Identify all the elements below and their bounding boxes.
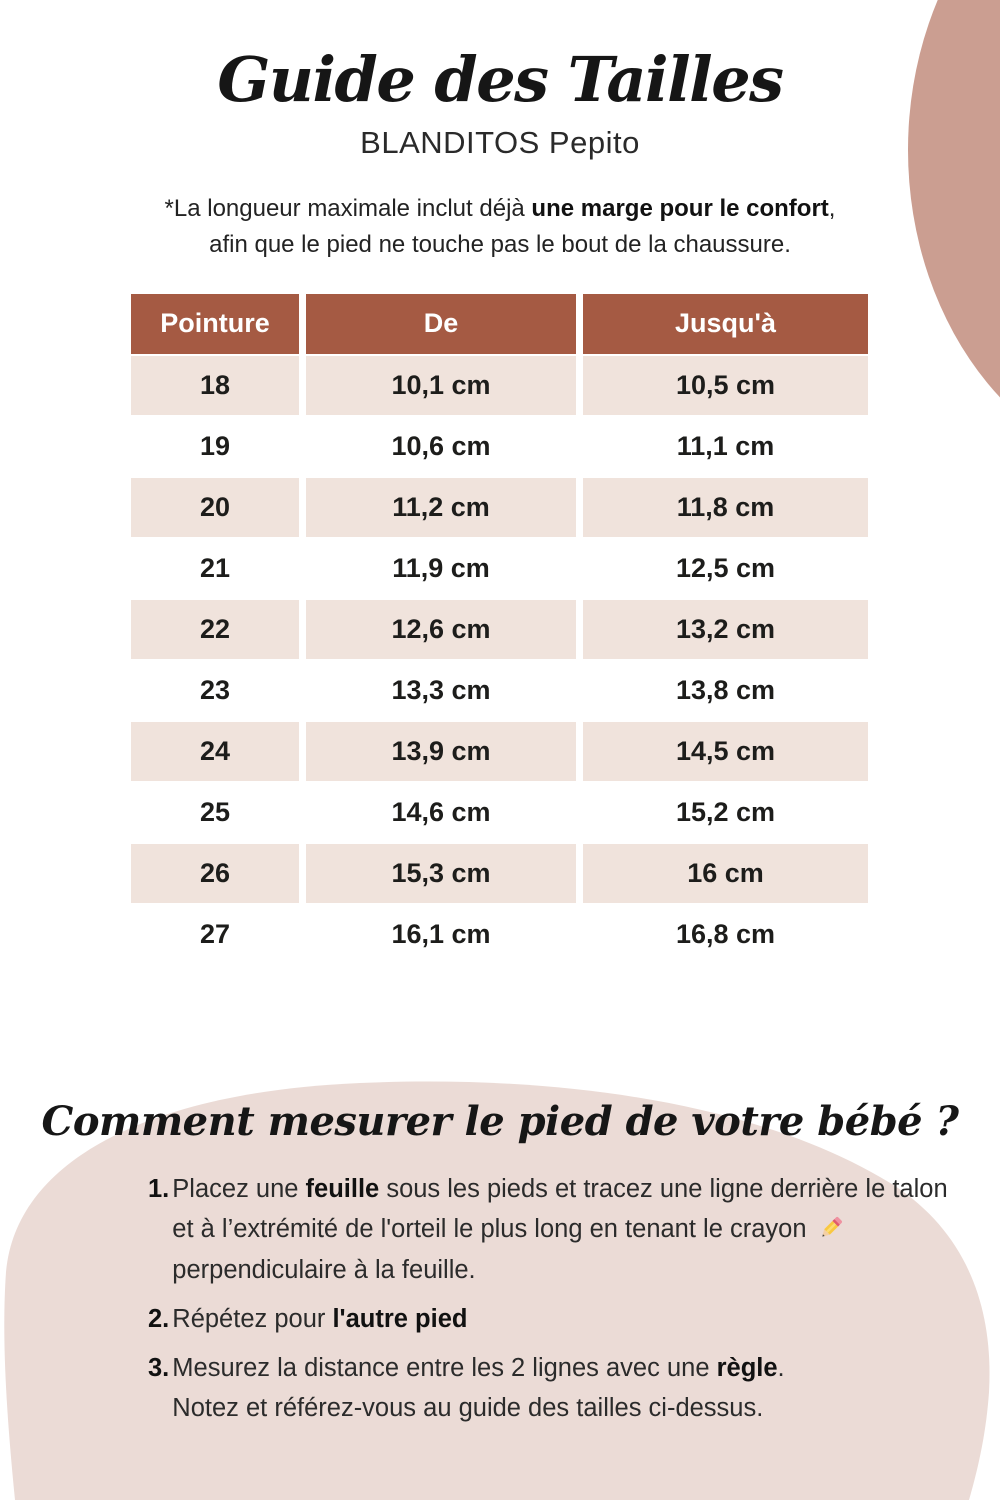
top-right-blob	[908, 0, 1000, 398]
step-bold: règle	[716, 1354, 778, 1383]
cell-de: 13,9 cm	[306, 721, 576, 781]
cell-de: 12,6 cm	[306, 599, 576, 659]
cell-jusqua: 16 cm	[583, 843, 868, 903]
cell-pointure: 22	[131, 599, 299, 659]
howto-title: Comment mesurer le pied de votre bébé ?	[41, 1098, 959, 1145]
cell-jusqua: 13,2 cm	[583, 599, 868, 659]
cell-pointure: 19	[131, 416, 299, 476]
column-header-de: De	[306, 293, 576, 354]
step-number: 2.	[148, 1304, 170, 1333]
cell-jusqua: 13,8 cm	[583, 660, 868, 720]
step-segment: sous les pieds et tracez une ligne derri…	[172, 1175, 948, 1244]
note-bold-text: une marge pour le confort	[531, 194, 829, 222]
page-subtitle: BLANDITOS Pepito	[360, 124, 640, 160]
step-text: Placez une feuille sous les pieds et tra…	[172, 1169, 960, 1290]
cell-de: 14,6 cm	[306, 782, 576, 842]
cell-jusqua: 12,5 cm	[583, 538, 868, 598]
pencil-icon	[814, 1209, 848, 1249]
cell-jusqua: 10,5 cm	[583, 355, 868, 415]
step-bold: l'autre pied	[332, 1304, 468, 1333]
cell-de: 11,2 cm	[306, 477, 576, 537]
step-text: Répétez pour l'autre pied	[172, 1299, 467, 1339]
comfort-note-line1: *La longueur maximale inclut déjà une ma…	[90, 191, 910, 227]
cell-de: 13,3 cm	[306, 660, 576, 720]
cell-pointure: 27	[131, 904, 299, 964]
cell-pointure: 25	[131, 782, 299, 842]
size-table: Pointure De Jusqu'à 18 10,1 cm 10,5 cm 1…	[131, 293, 868, 964]
cell-pointure: 26	[131, 843, 299, 903]
step-number: 1.	[148, 1175, 170, 1203]
cell-pointure: 21	[131, 538, 299, 598]
step-bold: feuille	[305, 1175, 380, 1203]
cell-pointure: 18	[131, 355, 299, 415]
step-1: 1. Placez une feuille sous les pieds et …	[148, 1169, 960, 1290]
cell-jusqua: 14,5 cm	[583, 721, 868, 781]
step-segment: Mesurez la distance entre les 2 lignes a…	[172, 1354, 717, 1383]
cell-de: 10,6 cm	[306, 416, 576, 476]
step-number: 3.	[148, 1354, 170, 1383]
cell-de: 11,9 cm	[306, 538, 576, 598]
step-2: 2. Répétez pour l'autre pied	[148, 1299, 960, 1339]
cell-de: 10,1 cm	[306, 355, 576, 415]
bottom-blob	[4, 1081, 990, 1500]
cell-jusqua: 11,8 cm	[583, 477, 868, 537]
cell-pointure: 20	[131, 477, 299, 537]
step-segment: Répétez pour	[172, 1304, 333, 1333]
comfort-note: *La longueur maximale inclut déjà une ma…	[90, 191, 910, 263]
cell-pointure: 24	[131, 721, 299, 781]
cell-de: 16,1 cm	[306, 904, 576, 964]
note-text: ,	[828, 194, 836, 222]
cell-jusqua: 16,8 cm	[583, 904, 868, 964]
step-segment: .	[777, 1354, 785, 1383]
cell-jusqua: 11,1 cm	[583, 416, 868, 476]
page-title: Guide des Tailles	[217, 43, 784, 116]
step-segment: Notez et référez-vous au guide des taill…	[172, 1394, 764, 1423]
step-segment: Placez une	[172, 1175, 306, 1203]
column-header-pointure: Pointure	[131, 293, 299, 354]
cell-jusqua: 15,2 cm	[583, 782, 868, 842]
comfort-note-line2: afin que le pied ne touche pas le bout d…	[209, 230, 791, 258]
step-3: 3. Mesurez la distance entre les 2 ligne…	[148, 1348, 960, 1429]
step-segment: perpendiculaire à la feuille.	[172, 1255, 476, 1284]
column-header-jusqua: Jusqu'à	[583, 293, 868, 354]
measure-steps: 1. Placez une feuille sous les pieds et …	[0, 1169, 1000, 1429]
note-text: *La longueur maximale inclut déjà	[164, 194, 532, 222]
cell-pointure: 23	[131, 660, 299, 720]
cell-de: 15,3 cm	[306, 843, 576, 903]
step-text: Mesurez la distance entre les 2 lignes a…	[172, 1348, 784, 1429]
how-to-measure-section: Comment mesurer le pied de votre bébé ? …	[0, 1098, 1000, 1438]
